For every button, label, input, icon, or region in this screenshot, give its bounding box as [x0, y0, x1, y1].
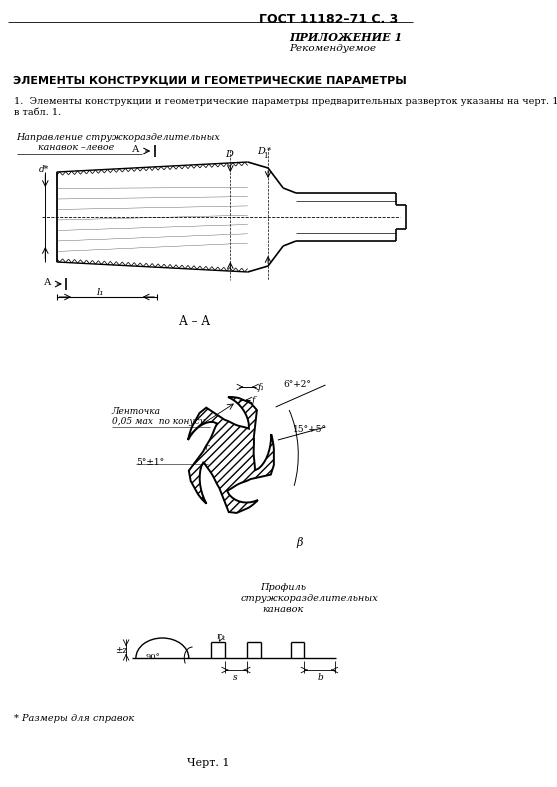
Text: ПРИЛОЖЕНИЕ 1: ПРИЛОЖЕНИЕ 1 — [289, 32, 403, 43]
Text: * Размеры для справок: * Размеры для справок — [13, 714, 134, 723]
Text: Рекомендуемое: Рекомендуемое — [289, 44, 376, 53]
Text: D: D — [257, 147, 265, 156]
Text: Направление стружкоразделительных: Направление стружкоразделительных — [17, 133, 221, 142]
Text: f: f — [251, 396, 255, 405]
Text: r: r — [204, 443, 209, 452]
Text: 0,05 мах  по конусу: 0,05 мах по конусу — [112, 417, 204, 426]
Polygon shape — [188, 397, 274, 513]
Text: Ленточка: Ленточка — [112, 407, 161, 416]
Text: 90°: 90° — [146, 653, 160, 661]
Text: 6°+2°: 6°+2° — [283, 380, 311, 389]
Text: А: А — [132, 145, 139, 154]
Text: стружкоразделительных: стружкоразделительных — [241, 594, 379, 603]
Text: r: r — [217, 632, 221, 641]
Text: 15°+5°: 15°+5° — [293, 425, 327, 434]
Text: канавок –левое: канавок –левое — [38, 143, 114, 152]
Text: *: * — [267, 147, 271, 155]
Text: А: А — [44, 278, 51, 287]
Text: f₁: f₁ — [257, 383, 265, 392]
Text: Профиль: Профиль — [261, 583, 306, 592]
Text: канавок: канавок — [262, 605, 304, 614]
Text: D: D — [225, 150, 233, 159]
Text: ГОСТ 11182–71 С. 3: ГОСТ 11182–71 С. 3 — [259, 13, 398, 26]
Text: b: b — [318, 673, 324, 682]
Text: l₁: l₁ — [97, 288, 104, 297]
Text: Черт. 1: Черт. 1 — [187, 758, 230, 768]
Text: 1.  Элементы конструкции и геометрические параметры предварительных разверток ук: 1. Элементы конструкции и геометрические… — [13, 97, 557, 106]
Text: в табл. 1.: в табл. 1. — [13, 108, 61, 117]
Text: ЭЛЕМЕНТЫ КОНСТРУКЦИИ И ГЕОМЕТРИЧЕСКИЕ ПАРАМЕТРЫ: ЭЛЕМЕНТЫ КОНСТРУКЦИИ И ГЕОМЕТРИЧЕСКИЕ ПА… — [13, 76, 407, 86]
Text: s: s — [233, 673, 238, 682]
Text: А – А: А – А — [179, 315, 210, 328]
Text: d*: d* — [39, 165, 50, 174]
Text: β: β — [297, 537, 303, 548]
Text: 1: 1 — [263, 152, 267, 160]
Text: 5°±1°: 5°±1° — [136, 458, 164, 467]
Text: t: t — [222, 634, 225, 642]
Text: ±z: ±z — [115, 646, 128, 655]
